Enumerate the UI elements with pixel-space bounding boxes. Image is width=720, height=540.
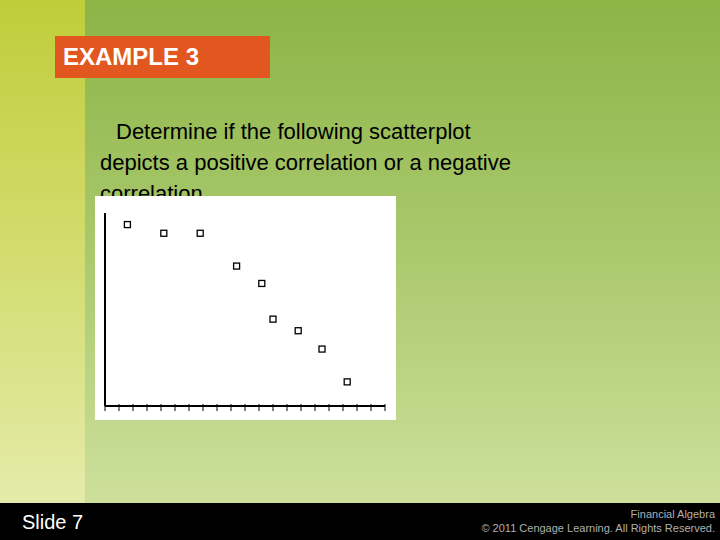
point bbox=[344, 379, 350, 385]
x-tick bbox=[203, 404, 204, 411]
x-tick bbox=[371, 404, 372, 411]
x-tick bbox=[175, 404, 176, 411]
x-tick bbox=[329, 404, 330, 411]
y-axis bbox=[104, 213, 106, 406]
points bbox=[124, 222, 350, 385]
x-tick bbox=[217, 404, 218, 411]
x-tick bbox=[245, 404, 246, 411]
slide-number: Slide 7 bbox=[22, 507, 83, 537]
x-tick bbox=[385, 404, 386, 411]
credit-line: © 2011 Cengage Learning. All Rights Rese… bbox=[481, 521, 715, 535]
x-tick bbox=[161, 404, 162, 411]
x-tick bbox=[231, 404, 232, 411]
x-tick bbox=[105, 404, 106, 411]
x-tick bbox=[273, 404, 274, 411]
point bbox=[259, 280, 265, 286]
point bbox=[124, 222, 130, 228]
x-tick bbox=[119, 404, 120, 411]
x-tick bbox=[189, 404, 190, 411]
credits: Financial Algebra© 2011 Cengage Learning… bbox=[481, 507, 715, 535]
chart-panel bbox=[95, 196, 396, 420]
point bbox=[270, 316, 276, 322]
x-tick bbox=[315, 404, 316, 411]
point bbox=[161, 230, 167, 236]
x-tick bbox=[357, 404, 358, 411]
x-tick bbox=[343, 404, 344, 411]
point bbox=[234, 263, 240, 269]
heading: EXAMPLE 3 bbox=[55, 36, 270, 78]
x-tick bbox=[287, 404, 288, 411]
credit-line: Financial Algebra bbox=[481, 507, 715, 521]
footer-bar bbox=[0, 503, 720, 540]
scatter-chart bbox=[95, 196, 396, 420]
point bbox=[295, 328, 301, 334]
x-tick bbox=[301, 404, 302, 411]
x-tick bbox=[259, 404, 260, 411]
point bbox=[197, 230, 203, 236]
x-tick bbox=[147, 404, 148, 411]
x-tick bbox=[133, 404, 134, 411]
point bbox=[319, 346, 325, 352]
